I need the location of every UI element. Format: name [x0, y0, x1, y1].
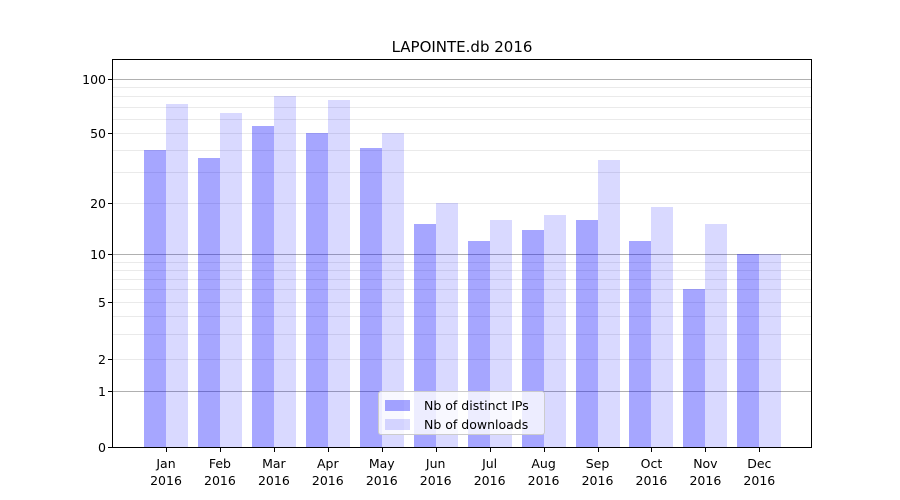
- x-tick-mark-jun: [435, 448, 437, 452]
- bar-distinct-ips-oct: [629, 240, 652, 447]
- bar-downloads-may: [381, 133, 404, 447]
- bar-distinct-ips-nov: [683, 289, 706, 447]
- x-tick-label-dec: Dec 2016: [743, 456, 776, 488]
- x-tick-label-oct: Oct 2016: [635, 456, 668, 488]
- x-tick-label-jun: Jun 2016: [419, 456, 452, 488]
- gridline-minor-60: [113, 118, 811, 120]
- gridline-minor-70: [113, 106, 811, 108]
- gridline-minor-7: [113, 278, 811, 280]
- x-tick-label-mar: Mar 2016: [257, 456, 290, 488]
- y-tick-label-50: 50: [90, 125, 106, 141]
- x-tick-mark-may: [381, 448, 383, 452]
- gridline-minor-40: [113, 150, 811, 152]
- bar-downloads-feb: [219, 112, 242, 447]
- legend-row-downloads: Nb of downloads: [385, 415, 544, 434]
- bar-downloads-apr: [327, 100, 350, 447]
- gridline-minor-90: [113, 87, 811, 89]
- gridline-minor-8: [113, 269, 811, 271]
- x-tick-label-aug: Aug 2016: [527, 456, 560, 488]
- legend-swatch-distinct-ips: [385, 400, 410, 411]
- gridline-minor-2: [113, 359, 811, 360]
- bar-downloads-nov: [705, 224, 728, 447]
- x-tick-label-jan: Jan 2016: [150, 456, 182, 488]
- bar-distinct-ips-mar: [251, 125, 274, 447]
- bar-downloads-mar: [273, 96, 296, 447]
- y-tick-mark-20: [108, 203, 113, 205]
- gridline-minor-4: [113, 315, 811, 317]
- x-tick-label-nov: Nov 2016: [689, 456, 722, 488]
- bar-distinct-ips-dec: [737, 254, 760, 447]
- x-tick-mark-apr: [327, 448, 329, 452]
- bar-downloads-jul: [489, 219, 512, 447]
- plot-area: [113, 60, 811, 447]
- bar-distinct-ips-sep: [575, 219, 598, 447]
- x-tick-mark-mar: [273, 448, 275, 452]
- y-tick-label-20: 20: [90, 195, 106, 211]
- y-tick-label-2: 2: [98, 351, 106, 367]
- y-tick-mark-10: [108, 254, 113, 256]
- x-tick-label-may: May 2016: [365, 456, 398, 488]
- bar-distinct-ips-jan: [144, 150, 166, 447]
- gridline-minor-20: [113, 203, 811, 205]
- x-tick-label-jul: Jul 2016: [473, 456, 506, 488]
- x-tick-mark-aug: [543, 448, 545, 452]
- bar-distinct-ips-apr: [305, 133, 328, 447]
- y-tick-label-0: 0: [98, 439, 106, 455]
- bar-downloads-sep: [597, 160, 620, 447]
- x-tick-label-apr: Apr 2016: [311, 456, 344, 488]
- bar-downloads-aug: [543, 215, 566, 447]
- legend-row-distinct-ips: Nb of distinct IPs: [385, 396, 544, 415]
- bar-downloads-dec: [759, 254, 782, 447]
- bar-distinct-ips-feb: [197, 158, 220, 447]
- bar-distinct-ips-may: [359, 148, 382, 447]
- y-tick-mark-1: [108, 391, 113, 392]
- legend-swatch-downloads: [385, 419, 410, 430]
- y-tick-mark-2: [108, 359, 113, 360]
- legend: Nb of distinct IPs Nb of downloads: [378, 391, 545, 435]
- x-tick-mark-jul: [489, 448, 491, 452]
- gridline-major-100: [113, 79, 811, 80]
- x-tick-mark-jan: [166, 448, 167, 452]
- x-tick-mark-dec: [759, 448, 761, 452]
- legend-label-distinct-ips: Nb of distinct IPs: [424, 398, 529, 413]
- x-tick-mark-oct: [651, 448, 653, 452]
- gridline-minor-5: [113, 302, 811, 303]
- gridline-minor-9: [113, 261, 811, 263]
- gridline-minor-30: [113, 172, 811, 174]
- gridline-minor-6: [113, 289, 811, 291]
- y-tick-label-100: 100: [82, 71, 106, 87]
- bar-downloads-oct: [651, 207, 674, 447]
- x-tick-mark-nov: [705, 448, 707, 452]
- chart-title: LAPOINTE.db 2016: [391, 38, 533, 56]
- gridline-minor-3: [113, 333, 811, 335]
- bar-downloads-jun: [435, 203, 458, 447]
- x-tick-label-feb: Feb 2016: [204, 456, 236, 488]
- gridline-minor-50: [113, 133, 811, 134]
- y-tick-label-5: 5: [98, 294, 106, 310]
- y-tick-mark-50: [108, 133, 113, 134]
- y-tick-mark-5: [108, 302, 113, 303]
- bar-downloads-jan: [166, 103, 188, 447]
- y-tick-label-10: 10: [90, 246, 106, 262]
- gridline-minor-80: [113, 96, 811, 98]
- x-tick-mark-sep: [597, 448, 599, 452]
- y-tick-label-1: 1: [98, 383, 106, 399]
- legend-label-downloads: Nb of downloads: [424, 417, 529, 432]
- x-tick-mark-feb: [219, 448, 221, 452]
- y-tick-mark-0: [108, 447, 113, 448]
- y-tick-mark-100: [108, 79, 113, 80]
- gridline-major-10: [113, 254, 811, 256]
- x-tick-label-sep: Sep 2016: [581, 456, 614, 488]
